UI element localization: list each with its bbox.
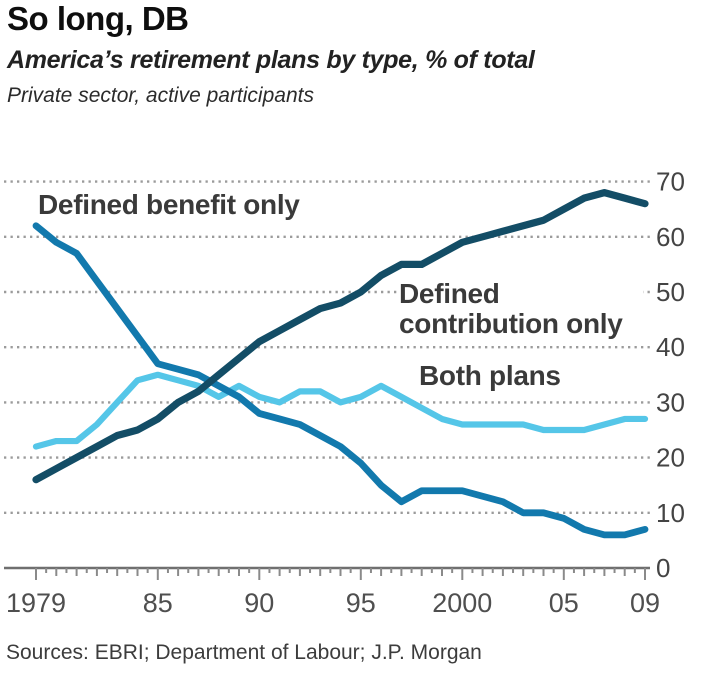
chart-subtitle: America’s retirement plans by type, % of… (7, 46, 535, 74)
series-line-both-plans (32, 371, 649, 450)
series-label-defined-contribution-only: Defined contribution only (399, 279, 643, 339)
x-tick-label: 85 (143, 588, 173, 618)
y-tick-label: 70 (656, 167, 685, 197)
y-tick-label: 50 (656, 277, 685, 307)
source-note: Sources: EBRI; Department of Labour; J.P… (6, 641, 482, 664)
series-line-defined-contribution-only (32, 189, 649, 484)
series-label-both-plans: Both plans (419, 360, 561, 391)
x-tick-label: 90 (244, 588, 274, 618)
x-tick-label: 95 (346, 588, 376, 618)
y-tick-label: 40 (656, 332, 685, 362)
y-tick-label: 0 (656, 553, 670, 583)
x-tick-label: 09 (630, 588, 660, 618)
x-tick-label: 1979 (6, 588, 66, 618)
x-tick-label: 2000 (432, 588, 492, 618)
y-tick-label: 30 (656, 387, 685, 417)
y-tick-label: 20 (656, 443, 685, 473)
chart-subtitle-note: Private sector, active participants (7, 84, 314, 107)
x-tick-label: 05 (549, 588, 579, 618)
y-tick-label: 10 (656, 498, 685, 528)
series-line-defined-benefit-only (32, 222, 649, 539)
chart-title: So long, DB (7, 0, 189, 37)
y-tick-label: 60 (656, 222, 685, 252)
series-label-defined-benefit-only: Defined benefit only (38, 189, 300, 220)
